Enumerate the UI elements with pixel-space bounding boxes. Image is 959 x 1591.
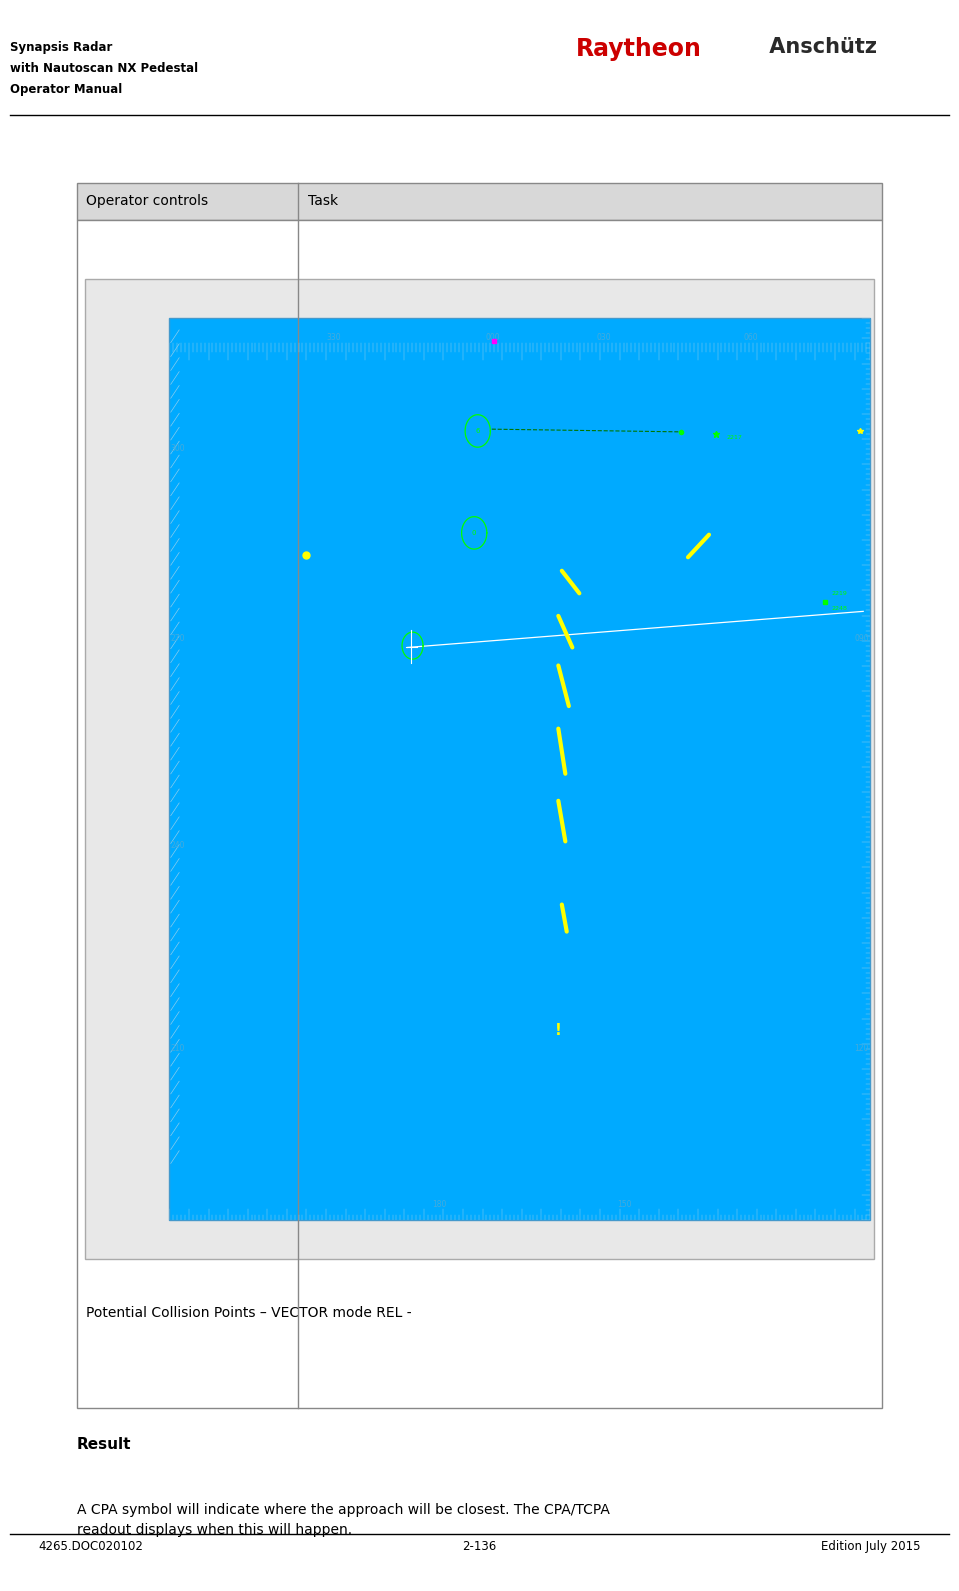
Text: 090: 090	[854, 633, 869, 643]
Text: A CPA symbol will indicate where the approach will be closest. The CPA/TCPA
read: A CPA symbol will indicate where the app…	[77, 1503, 610, 1537]
Text: Operator controls: Operator controls	[86, 194, 208, 208]
Text: 330: 330	[327, 333, 341, 342]
Text: 000: 000	[486, 333, 501, 342]
Text: Edition July 2015: Edition July 2015	[821, 1540, 921, 1553]
Text: 270: 270	[171, 633, 185, 643]
Text: 0: 0	[472, 530, 477, 536]
Text: 210: 210	[171, 1044, 185, 1053]
Text: !: !	[555, 1023, 562, 1039]
Text: 2217: 2217	[727, 434, 742, 439]
Bar	[84, 278, 875, 1260]
Text: 6: 6	[476, 428, 480, 434]
Text: 060: 060	[744, 333, 759, 342]
Text: 300: 300	[171, 444, 185, 453]
Text: 2248: 2248	[831, 606, 848, 611]
Text: 2-136: 2-136	[462, 1540, 497, 1553]
Text: Anschütz: Anschütz	[762, 37, 877, 57]
Text: with Nautoscan NX Pedestal: with Nautoscan NX Pedestal	[10, 62, 198, 75]
Text: Potential Collision Points – VECTOR mode REL -: Potential Collision Points – VECTOR mode…	[86, 1306, 412, 1321]
Text: Raytheon: Raytheon	[575, 37, 701, 60]
Text: 030: 030	[596, 333, 611, 342]
Text: 120: 120	[854, 1044, 869, 1053]
Text: Synapsis Radar: Synapsis Radar	[10, 41, 112, 54]
Text: Result: Result	[77, 1437, 131, 1451]
Bar	[77, 183, 882, 220]
Text: Task: Task	[308, 194, 338, 208]
Bar	[170, 318, 870, 1220]
Bar	[77, 220, 882, 1408]
Text: Operator Manual: Operator Manual	[10, 83, 122, 95]
Text: 240: 240	[171, 842, 185, 851]
Text: 180: 180	[432, 1201, 446, 1209]
Text: 4265.DOC020102: 4265.DOC020102	[38, 1540, 143, 1553]
Text: 2219: 2219	[831, 590, 848, 595]
Text: 150: 150	[618, 1201, 632, 1209]
